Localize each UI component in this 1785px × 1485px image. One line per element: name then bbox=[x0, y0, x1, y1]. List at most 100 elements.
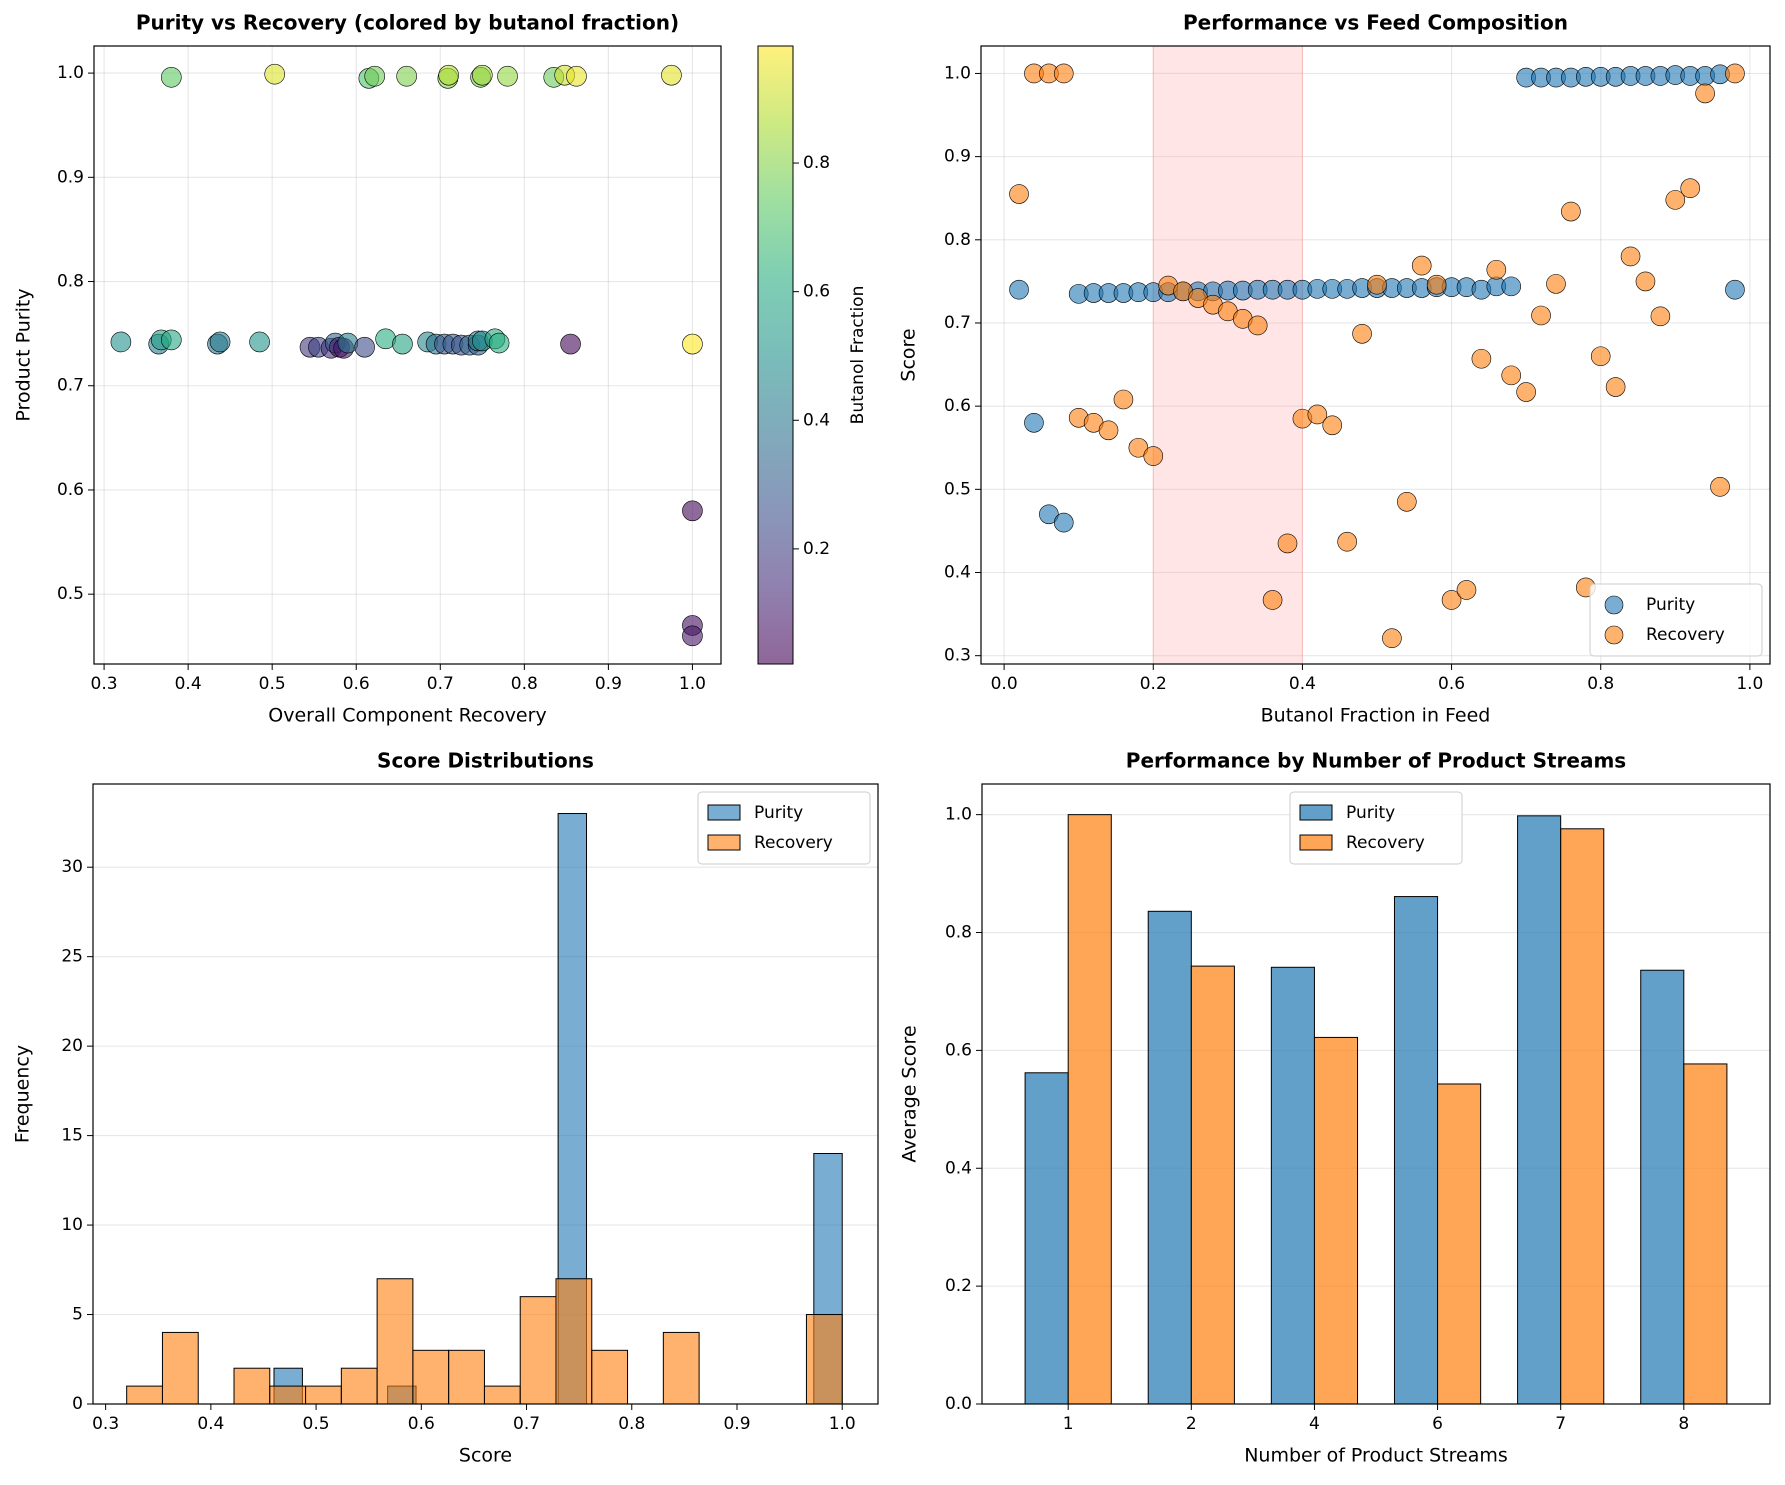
y-axis-label: Frequency bbox=[12, 1045, 34, 1143]
scatter-point bbox=[1725, 63, 1745, 84]
scatter-point bbox=[1426, 274, 1447, 295]
y-tick-label: 5 bbox=[72, 1305, 83, 1325]
histogram-bar bbox=[161, 1331, 199, 1405]
legend-box bbox=[1589, 583, 1763, 657]
histogram-bar bbox=[555, 1278, 593, 1405]
scatter-point bbox=[396, 65, 417, 87]
scatter-point bbox=[682, 333, 703, 355]
scatter-point bbox=[1307, 404, 1328, 425]
scatter-point bbox=[1128, 437, 1149, 458]
histogram-bar bbox=[662, 1331, 700, 1405]
y-tick-label: 30 bbox=[61, 857, 83, 877]
scatter-point bbox=[354, 336, 375, 358]
y-tick-label: 15 bbox=[61, 1126, 83, 1146]
y-tick-label: 0.9 bbox=[57, 167, 84, 187]
bar bbox=[1067, 814, 1112, 1405]
histogram-bar bbox=[126, 1385, 163, 1405]
y-tick-label: 10 bbox=[61, 1215, 83, 1235]
scatter-point bbox=[264, 63, 286, 85]
scatter-point bbox=[1695, 83, 1715, 104]
scatter-point bbox=[1143, 446, 1164, 466]
scatter-point bbox=[1009, 184, 1029, 204]
x-tick-label: 0.5 bbox=[259, 674, 286, 694]
scatter-point bbox=[1352, 323, 1372, 344]
legend-box bbox=[697, 791, 871, 865]
y-tick-label: 20 bbox=[61, 1036, 83, 1056]
x-tick-label: 0.5 bbox=[303, 1414, 330, 1434]
y-tick-label: 0.9 bbox=[944, 147, 971, 167]
x-axis-label: Number of Product Streams bbox=[1244, 1445, 1508, 1467]
x-tick-label: 0.3 bbox=[91, 674, 118, 694]
x-tick-label: 0.8 bbox=[618, 1414, 645, 1434]
scatter-point bbox=[1486, 259, 1507, 280]
bar bbox=[1024, 1072, 1069, 1405]
scatter-point bbox=[566, 65, 587, 87]
scatter-point bbox=[1561, 201, 1581, 222]
x-tick-label: 1 bbox=[1063, 1414, 1074, 1434]
legend-label: Recovery bbox=[754, 833, 833, 853]
legend-swatch bbox=[707, 804, 741, 821]
scatter-point bbox=[249, 331, 270, 353]
x-tick-label: 0.6 bbox=[1438, 674, 1465, 694]
colorbar-label: Butanol Fraction bbox=[848, 286, 868, 425]
scatter-point bbox=[1471, 348, 1492, 369]
scatter-point bbox=[364, 65, 386, 87]
plot-frame bbox=[980, 45, 1771, 665]
y-tick-label: 0.5 bbox=[57, 584, 84, 604]
x-tick-label: 0.4 bbox=[175, 674, 202, 694]
scatter-point bbox=[161, 66, 182, 88]
scatter-point bbox=[1620, 246, 1641, 267]
y-tick-label: 0.6 bbox=[57, 480, 84, 500]
y-tick-label: 1.0 bbox=[57, 63, 84, 83]
y-tick-label: 0.6 bbox=[944, 396, 971, 416]
scatter-point bbox=[1397, 492, 1417, 512]
scatter-point bbox=[1411, 255, 1432, 276]
chart-title: Purity vs Recovery (colored by butanol f… bbox=[136, 11, 679, 35]
y-tick-label: 0.3 bbox=[944, 646, 971, 666]
plot-frame bbox=[92, 783, 879, 1405]
x-axis-label: Overall Component Recovery bbox=[268, 705, 546, 727]
scatter-point bbox=[1605, 377, 1626, 397]
x-tick-label: 2 bbox=[1186, 1414, 1197, 1434]
scatter-point bbox=[472, 64, 493, 86]
scatter-point bbox=[1024, 412, 1044, 433]
x-tick-label: 0.9 bbox=[595, 674, 622, 694]
bar bbox=[1393, 896, 1439, 1405]
x-tick-label: 0.3 bbox=[92, 1414, 119, 1434]
x-tick-label: 0.7 bbox=[427, 674, 454, 694]
y-tick-label: 0.8 bbox=[57, 272, 84, 292]
scatter-point bbox=[392, 333, 413, 355]
scatter-point bbox=[110, 331, 132, 353]
x-tick-label: 0.9 bbox=[723, 1414, 750, 1434]
y-tick-label: 0.8 bbox=[944, 230, 971, 250]
scatter-point bbox=[1516, 382, 1536, 402]
scatter-point bbox=[1039, 504, 1059, 525]
legend-swatch bbox=[707, 834, 741, 851]
scatter-point bbox=[1710, 477, 1730, 497]
scatter-point bbox=[438, 64, 459, 86]
scatter-point bbox=[1546, 274, 1566, 294]
scatter-point bbox=[1009, 279, 1029, 300]
scatter-point bbox=[1098, 420, 1119, 441]
histogram-bar bbox=[519, 1296, 557, 1405]
colorbar bbox=[757, 45, 794, 665]
x-tick-label: 0.6 bbox=[408, 1414, 435, 1434]
y-axis-label: Average Score bbox=[899, 1025, 921, 1162]
x-tick-label: 0.6 bbox=[343, 674, 370, 694]
scatter-point bbox=[209, 331, 231, 353]
y-axis-label: Score bbox=[898, 328, 920, 381]
histogram-bar bbox=[233, 1367, 271, 1405]
scatter-point bbox=[488, 332, 510, 354]
scatter-point bbox=[1501, 276, 1522, 297]
legend-marker bbox=[1604, 595, 1624, 615]
x-tick-label: 6 bbox=[1432, 1414, 1443, 1434]
x-tick-label: 1.0 bbox=[1736, 674, 1763, 694]
x-tick-label: 0.8 bbox=[1587, 674, 1614, 694]
legend-marker bbox=[1604, 625, 1624, 645]
histogram-bar bbox=[591, 1349, 629, 1405]
y-tick-label: 1.0 bbox=[944, 63, 971, 83]
histogram-bar bbox=[448, 1349, 485, 1405]
scatter-point bbox=[1680, 178, 1701, 199]
legend-label: Recovery bbox=[1646, 625, 1725, 645]
